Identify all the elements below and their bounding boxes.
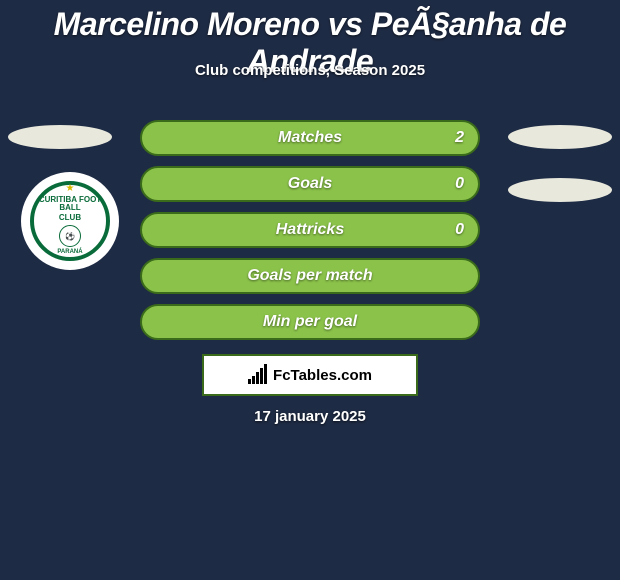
stat-label: Goals — [142, 175, 478, 193]
stat-row: Hattricks0 — [140, 212, 480, 248]
club-badge-inner: ★ CURITIBA FOOT BALL CLUB ⚽ PARANÁ — [30, 181, 110, 261]
stat-label: Matches — [142, 129, 478, 147]
stat-label: Min per goal — [142, 313, 478, 331]
stat-row: Min per goal — [140, 304, 480, 340]
footer-logo-bar — [248, 379, 251, 384]
club-ball-icon: ⚽ — [59, 225, 81, 247]
club-badge: ★ CURITIBA FOOT BALL CLUB ⚽ PARANÁ — [21, 172, 119, 270]
page-subtitle: Club competitions, Season 2025 — [0, 62, 620, 79]
player-right-placeholder-2 — [508, 178, 612, 202]
stat-label: Hattricks — [142, 221, 478, 239]
stat-value-right: 0 — [455, 175, 464, 193]
footer-logo-bar — [256, 372, 259, 384]
footer-brand-box: FcTables.com — [202, 354, 418, 396]
footer-logo-bar — [260, 368, 263, 384]
player-left-placeholder-1 — [8, 125, 112, 149]
stat-label: Goals per match — [142, 267, 478, 285]
stat-row: Goals per match — [140, 258, 480, 294]
club-text-bottom: PARANÁ — [57, 249, 82, 255]
infographic-canvas: Marcelino Moreno vs PeÃ§anha de Andrade … — [0, 0, 620, 580]
stat-row: Matches2 — [140, 120, 480, 156]
footer-logo-icon — [248, 366, 267, 384]
club-star-icon: ★ — [66, 183, 75, 194]
club-text-mid: CLUB — [59, 214, 81, 222]
club-text-top: CURITIBA FOOT BALL — [34, 196, 106, 212]
footer-brand-text: FcTables.com — [273, 367, 372, 384]
stat-value-right: 0 — [455, 221, 464, 239]
stat-value-right: 2 — [455, 129, 464, 147]
player-right-placeholder-1 — [508, 125, 612, 149]
stat-row: Goals0 — [140, 166, 480, 202]
footer-logo-bar — [252, 376, 255, 384]
footer-logo-bar — [264, 364, 267, 384]
footer-date: 17 january 2025 — [0, 408, 620, 425]
